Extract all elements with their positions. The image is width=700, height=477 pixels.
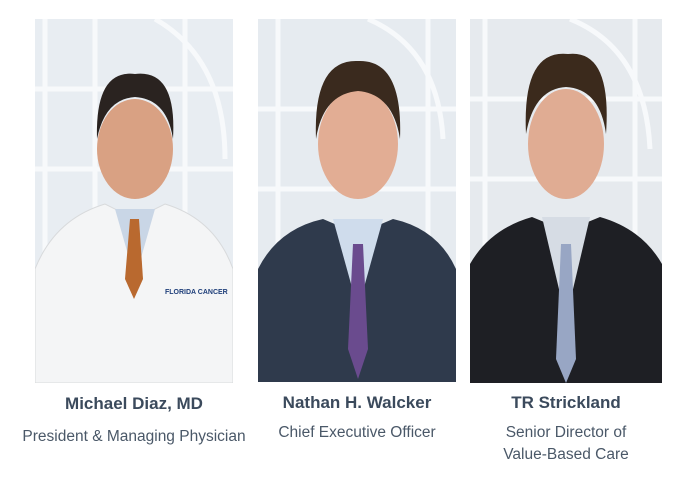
portrait-photo xyxy=(258,19,456,382)
person-name: TR Strickland xyxy=(511,393,621,412)
person-card-1: FLORIDA CANCER Michael Diaz, MD Presiden… xyxy=(22,19,246,445)
svg-text:FLORIDA CANCER: FLORIDA CANCER xyxy=(165,289,228,296)
person-title: Chief Executive Officer xyxy=(278,424,436,441)
person-card-3: TR Strickland Senior Director of Value-B… xyxy=(470,19,662,463)
person-title: President & Managing Physician xyxy=(22,428,246,445)
person-name: Michael Diaz, MD xyxy=(65,394,203,413)
portrait-photo xyxy=(470,19,662,383)
portrait-photo: FLORIDA CANCER xyxy=(35,19,233,383)
person-name: Nathan H. Walcker xyxy=(282,393,432,412)
person-card-2: Nathan H. Walcker Chief Executive Office… xyxy=(258,19,456,441)
person-title: Senior Director of Value-Based Care xyxy=(503,424,629,463)
